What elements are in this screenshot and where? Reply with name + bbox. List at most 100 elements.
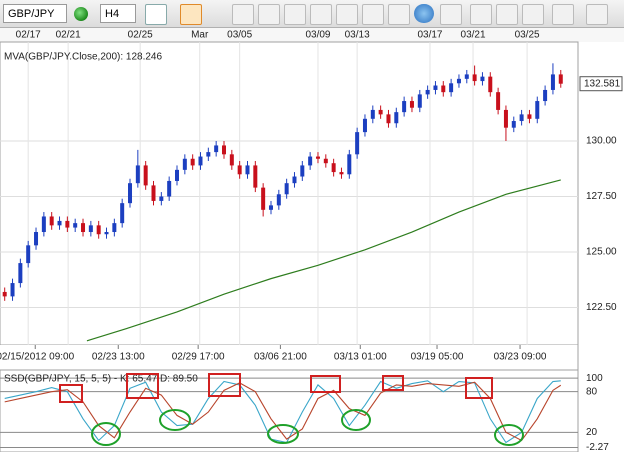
candle-body xyxy=(120,203,125,224)
arrow-button[interactable] xyxy=(336,4,358,25)
price-panel xyxy=(0,41,579,346)
overbought-box xyxy=(126,373,159,399)
candle-body xyxy=(41,216,46,233)
candle-body xyxy=(159,196,164,201)
candle-body xyxy=(73,223,78,228)
image-button[interactable] xyxy=(470,4,492,25)
candle-body xyxy=(57,220,62,226)
top-tick-label: Mar xyxy=(191,30,209,41)
candle-body xyxy=(535,101,540,119)
oversold-circle xyxy=(267,424,299,444)
grid-button[interactable] xyxy=(586,4,608,25)
candle-body xyxy=(292,176,297,184)
x-tick-label: 02/23 13:00 xyxy=(92,352,145,363)
candle-body xyxy=(331,163,336,173)
tools-button[interactable] xyxy=(284,4,306,25)
candle-body xyxy=(18,263,23,284)
top-tick-label: 03/05 xyxy=(227,30,252,41)
candle-body xyxy=(308,156,313,166)
globe-button[interactable] xyxy=(414,4,434,23)
x-tick-label: 02/15/2012 09:00 xyxy=(0,352,75,363)
candle-body xyxy=(433,85,438,90)
x-tick-label: 03/13 01:00 xyxy=(334,352,387,363)
candle-body xyxy=(527,114,532,119)
draw-button[interactable] xyxy=(552,4,574,25)
overbought-box xyxy=(208,373,241,397)
candle-button[interactable] xyxy=(180,4,202,25)
last-price-label: 132.581 xyxy=(584,78,621,89)
top-tick-label: 02/21 xyxy=(56,30,81,41)
chart: MVA(GBP/JPY.Close,200): 128.246 SSD(GBP/… xyxy=(0,28,624,452)
candle-body xyxy=(362,118,367,133)
y-tick-label: 80 xyxy=(586,386,598,397)
candle-body xyxy=(402,101,407,113)
candle-body xyxy=(96,225,101,235)
candle-body xyxy=(472,74,477,82)
status-button[interactable] xyxy=(74,7,88,21)
overbought-box xyxy=(310,375,341,393)
candle-body xyxy=(198,156,203,166)
top-tick-label: 03/17 xyxy=(417,30,442,41)
percent-button[interactable] xyxy=(258,4,280,25)
candle-body xyxy=(441,85,446,93)
candle-body xyxy=(347,154,352,175)
y-tick-label: -2.27 xyxy=(586,442,609,452)
top-axis-band xyxy=(0,28,624,42)
candle-body xyxy=(34,232,39,246)
candle-body xyxy=(175,169,180,181)
chart-type-button[interactable] xyxy=(145,4,167,25)
candle-body xyxy=(480,76,485,82)
candle-body xyxy=(253,165,258,188)
candle-body xyxy=(268,205,273,210)
x-tick-label: 03/06 21:00 xyxy=(254,352,307,363)
candle-body xyxy=(503,109,508,128)
cross-button[interactable] xyxy=(362,4,384,25)
y-tick-label: 100 xyxy=(586,373,603,384)
candle-body xyxy=(315,156,320,159)
settings-button[interactable] xyxy=(388,4,410,25)
ma-legend: MVA(GBP/JPY.Close,200): 128.246 xyxy=(4,52,162,63)
candle-body xyxy=(370,109,375,119)
y-tick-label: 122.50 xyxy=(586,302,617,313)
candle-body xyxy=(245,165,250,175)
candle-body xyxy=(81,223,86,233)
candle-body xyxy=(221,145,226,155)
candle-body xyxy=(417,94,422,108)
candle-body xyxy=(261,187,266,210)
candle-body xyxy=(550,74,555,90)
top-tick-label: 03/09 xyxy=(305,30,330,41)
top-tick-label: 03/21 xyxy=(461,30,486,41)
candle-body xyxy=(112,223,117,233)
candle-body xyxy=(339,172,344,175)
candle-body xyxy=(409,101,414,108)
candle-body xyxy=(425,89,430,95)
candle-body xyxy=(206,152,211,157)
candle-body xyxy=(143,165,148,186)
overbought-box xyxy=(59,384,83,403)
indicator-button[interactable] xyxy=(232,4,254,25)
y-tick-label: 127.50 xyxy=(586,191,617,202)
zoom-button[interactable] xyxy=(310,4,332,25)
layout-button[interactable] xyxy=(496,4,518,25)
candle-body xyxy=(237,165,242,175)
pencil-button[interactable] xyxy=(440,4,462,25)
candle-body xyxy=(104,232,109,235)
timeframe-select[interactable]: H4 xyxy=(100,4,136,23)
candle-body xyxy=(464,74,469,79)
symbol-select[interactable]: GBP/JPY xyxy=(3,4,67,23)
x-tick-label: 03/19 05:00 xyxy=(411,352,464,363)
candle-body xyxy=(49,216,54,226)
oversold-circle xyxy=(159,409,191,431)
candle-body xyxy=(394,112,399,124)
candle-body xyxy=(182,158,187,170)
oversold-circle xyxy=(341,409,371,431)
annotations xyxy=(59,373,524,446)
candle-body xyxy=(300,165,305,177)
moving-average xyxy=(86,179,561,342)
oscillator-title: SSD(GBP/JPY, 15, 5, 5) - K: 65.47 D: 89.… xyxy=(4,374,198,385)
candle-body xyxy=(2,291,7,297)
top-tick-label: 02/25 xyxy=(128,30,153,41)
top-tick-label: 03/25 xyxy=(515,30,540,41)
print-button[interactable] xyxy=(522,4,544,25)
